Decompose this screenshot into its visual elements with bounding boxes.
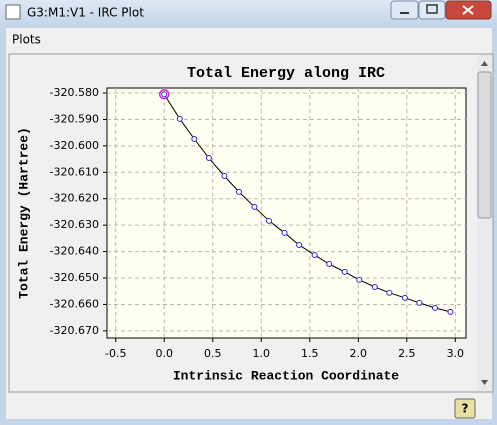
data-point: [296, 241, 303, 248]
x-tick-label: 0.0: [155, 347, 173, 360]
data-point: [281, 229, 288, 236]
y-tick-label: -320.610: [50, 165, 99, 178]
data-point: [447, 308, 454, 315]
x-axis-label: Intrinsic Reaction Coordinate: [173, 368, 399, 383]
x-tick-label: 2.0: [350, 347, 368, 360]
data-point: [416, 299, 423, 306]
minimize-button[interactable]: [390, 0, 419, 20]
y-tick-label: -320.590: [50, 112, 99, 125]
help-icon: ?: [462, 402, 469, 416]
data-point: [386, 289, 393, 296]
scroll-up[interactable]: [481, 61, 488, 66]
data-point: [221, 173, 228, 180]
data-point: [205, 155, 212, 162]
help-button[interactable]: [454, 398, 476, 419]
y-axis-label: Total Energy (Hartree): [16, 127, 31, 299]
x-tick-label: 3.0: [447, 347, 465, 360]
data-point: [266, 217, 273, 224]
scroll-thumb[interactable]: [477, 71, 492, 219]
data-point: [341, 268, 348, 275]
app-icon: [5, 4, 21, 20]
y-tick-label: -320.620: [50, 192, 99, 205]
data-point: [371, 283, 378, 290]
data-point: [191, 136, 198, 143]
data-point: [356, 276, 363, 283]
y-tick-label: -320.630: [50, 218, 99, 231]
x-tick-label: 0.5: [204, 347, 222, 360]
chart-title: Total Energy along IRC: [187, 65, 385, 82]
window-title: G3:M1:V1 - IRC Plot: [27, 6, 144, 20]
maximize-icon: [426, 4, 438, 14]
x-tick-label: 1.0: [253, 347, 271, 360]
close-icon: [462, 5, 474, 15]
data-point: [401, 294, 408, 301]
x-tick-label: -0.5: [105, 347, 126, 360]
y-tick-label: -320.600: [50, 139, 99, 152]
maximize-button[interactable]: [418, 0, 446, 20]
scroll-down[interactable]: [481, 380, 488, 385]
data-point: [176, 115, 183, 122]
x-tick-label: 2.5: [398, 347, 416, 360]
data-point: [311, 252, 318, 259]
y-tick-label: -320.650: [50, 271, 99, 284]
highlight-marker: [158, 89, 170, 100]
data-point: [326, 261, 333, 268]
y-tick-label: -320.640: [50, 245, 99, 258]
data-point: [431, 304, 438, 311]
y-tick-label: -320.670: [50, 324, 99, 337]
data-point: [235, 188, 242, 195]
x-tick-label: 1.5: [301, 347, 319, 360]
y-tick-label: -320.660: [50, 297, 99, 310]
data-point: [251, 203, 258, 210]
data-point: [161, 91, 168, 98]
y-tick-label: -320.580: [50, 86, 99, 99]
menu-item[interactable]: Plots: [12, 33, 41, 47]
